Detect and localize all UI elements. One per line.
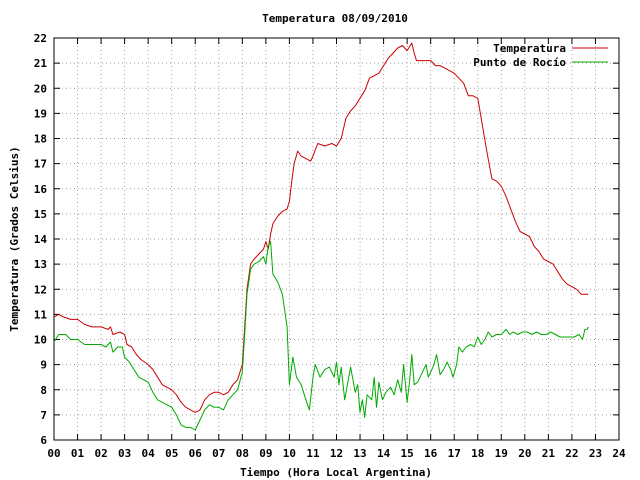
x-tick-label: 20: [518, 447, 531, 460]
x-tick-label: 06: [189, 447, 203, 460]
y-tick-label: 15: [34, 208, 47, 221]
y-tick-label: 17: [34, 158, 47, 171]
y-tick-label: 21: [34, 57, 48, 70]
x-tick-label: 07: [212, 447, 225, 460]
x-tick-label: 22: [565, 447, 578, 460]
y-tick-label: 14: [34, 233, 48, 246]
x-tick-label: 13: [353, 447, 366, 460]
x-tick-label: 01: [71, 447, 85, 460]
x-tick-label: 16: [424, 447, 438, 460]
y-tick-label: 12: [34, 283, 47, 296]
y-tick-label: 8: [40, 384, 47, 397]
y-tick-label: 22: [34, 32, 47, 45]
y-tick-label: 6: [40, 434, 47, 447]
x-tick-label: 08: [236, 447, 249, 460]
x-tick-label: 03: [118, 447, 131, 460]
x-tick-label: 11: [306, 447, 320, 460]
series-line-1: [53, 241, 589, 431]
series-layer: [53, 42, 589, 431]
y-tick-label: 16: [34, 183, 48, 196]
y-tick-label: 19: [34, 107, 47, 120]
x-tick-label: 04: [142, 447, 156, 460]
x-tick-label: 00: [47, 447, 60, 460]
x-axis-ticks: 00 01 02 03 04 05 06 07 08 09 10 11 12 13 14 15 16 17 18 19…: [47, 38, 626, 460]
y-tick-label: 7: [40, 409, 47, 422]
x-tick-label: 18: [471, 447, 484, 460]
y-tick-label: 10: [34, 334, 47, 347]
y-tick-label: 11: [34, 308, 48, 321]
legend-label: Punto de Rocío: [473, 56, 566, 69]
x-tick-label: 02: [94, 447, 107, 460]
x-tick-label: 24: [612, 447, 626, 460]
x-tick-label: 19: [495, 447, 508, 460]
grid: [54, 38, 619, 440]
x-tick-label: 23: [589, 447, 602, 460]
y-tick-label: 13: [34, 258, 47, 271]
x-axis-label: Tiempo (Hora Local Argentina): [240, 466, 432, 479]
y-axis-label: Temperatura (Grados Celsius): [8, 146, 21, 331]
chart-title: Temperatura 08/09/2010: [262, 12, 408, 25]
x-tick-label: 10: [283, 447, 296, 460]
y-tick-label: 18: [34, 133, 47, 146]
legend-label: Temperatura: [493, 42, 566, 55]
y-tick-label: 9: [40, 359, 47, 372]
y-axis-ticks: 6 7 8 9 10 11 12 13 14 15 16 17 18 19 20 21 22: [34, 32, 619, 447]
x-tick-label: 17: [448, 447, 461, 460]
x-tick-label: 21: [542, 447, 556, 460]
x-tick-label: 15: [401, 447, 414, 460]
x-tick-label: 05: [165, 447, 178, 460]
x-tick-label: 09: [259, 447, 272, 460]
y-tick-label: 20: [34, 82, 47, 95]
x-tick-label: 14: [377, 447, 391, 460]
series-line-0: [53, 42, 589, 413]
x-tick-label: 12: [330, 447, 343, 460]
